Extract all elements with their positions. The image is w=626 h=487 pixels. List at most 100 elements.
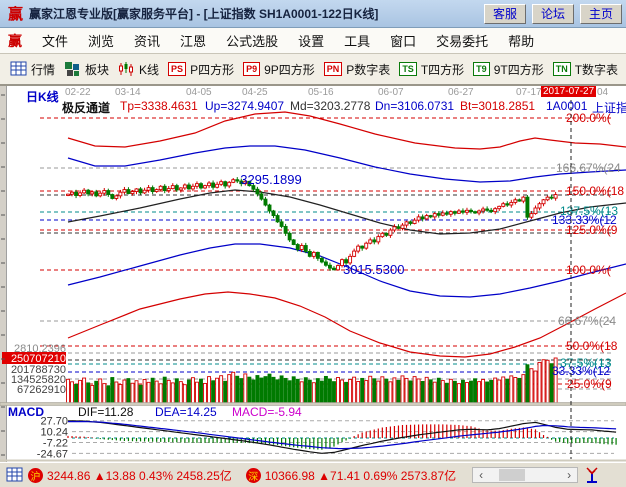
svg-text:-7.22: -7.22 — [43, 438, 68, 450]
tool-K线[interactable]: K线 — [118, 61, 159, 78]
channel-line-support — [67, 243, 626, 298]
date-tick: 07-17 — [516, 87, 542, 98]
svg-text:250707210: 250707210 — [11, 353, 66, 365]
channel-line-outer-resistance — [67, 111, 626, 150]
shanghai-index-quote: 3244.86 ▲13.88 0.43% 2458.25亿 — [47, 468, 232, 483]
window-title: 赢家江恩专业版[赢家服务平台] - [上证指数 SH1A0001-122日K线] — [29, 7, 379, 21]
date-tick: 05-16 — [308, 87, 334, 98]
menu-item-6[interactable]: 工具 — [344, 34, 371, 49]
customer-service-button[interactable]: 客服 — [484, 3, 526, 24]
symbol-name: 上证指 — [592, 101, 626, 115]
tool-行情[interactable]: 行情 — [10, 61, 55, 78]
indicator-name[interactable]: 极反通道 — [62, 101, 111, 115]
svg-text:133.33%(12: 133.33%(12 — [552, 213, 617, 227]
macd-dea-line — [68, 421, 617, 450]
badge-icon: T9 — [473, 62, 490, 76]
symbol-code: 1A0001 — [546, 99, 588, 113]
date-tick: 04-05 — [186, 87, 212, 98]
svg-text:25.0%(9: 25.0%(9 — [567, 377, 612, 391]
svg-text:33.33%(12: 33.33%(12 — [552, 364, 610, 378]
svg-text:50.0%(18: 50.0%(18 — [566, 339, 618, 353]
badge-icon: PN — [323, 62, 343, 76]
tool-T四方形[interactable]: TS T四方形 — [399, 61, 464, 78]
svg-text:166.67%(24: 166.67%(24 — [556, 161, 621, 175]
macd-pane-label[interactable]: MACD — [8, 405, 44, 419]
menu-item-9[interactable]: 帮助 — [508, 34, 535, 49]
svg-text:201788730: 201788730 — [11, 364, 66, 376]
current-date-highlight: 2017-07-27 — [541, 86, 597, 97]
svg-text:66.67%(24: 66.67%(24 — [558, 314, 616, 328]
svg-text:3295.1899: 3295.1899 — [240, 172, 301, 187]
date-tick: 06-07 — [378, 87, 404, 98]
horizontal-scrollbar[interactable]: ‹ › — [472, 467, 579, 483]
tool-9T四方形[interactable]: T9 9T四方形 — [473, 61, 544, 78]
status-bar: 沪 3244.86 ▲13.88 0.43% 2458.25亿 深 10366.… — [0, 462, 626, 487]
channel-line-life-line — [67, 189, 626, 235]
svg-text:150.0%(18: 150.0%(18 — [566, 184, 624, 198]
date-tick: 06-27 — [448, 87, 474, 98]
shenzhen-index-quote: 10366.98 ▲71.41 0.69% 2573.87亿 — [264, 468, 457, 483]
svg-text:3015.5300: 3015.5300 — [343, 262, 404, 277]
indicator-param: Tp=3338.4631 — [120, 99, 198, 113]
tool-9P四方形[interactable]: P9 9P四方形 — [243, 61, 315, 78]
menu-item-2[interactable]: 资讯 — [134, 34, 161, 49]
svg-text:125.0%(9: 125.0%(9 — [566, 223, 618, 237]
date-tick: 03-14 — [115, 87, 141, 98]
shanghai-icon: 沪 — [28, 467, 43, 483]
scroll-left-arrow[interactable]: ‹ — [479, 468, 484, 482]
svg-text:27.70: 27.70 — [40, 416, 68, 428]
menu-item-5[interactable]: 设置 — [298, 34, 325, 49]
date-suffix: 04 — [597, 87, 609, 98]
menu-item-4[interactable]: 公式选股 — [226, 34, 279, 49]
tool-P数字表[interactable]: PN P数字表 — [323, 61, 390, 78]
menu-bar: 赢 文件 浏览 资讯 江恩 公式选股 设置 工具 窗口 交易委托 帮助 — [0, 28, 626, 54]
macd-dea-value: DEA=14.25 — [155, 405, 217, 419]
badge-icon: P9 — [243, 62, 261, 76]
menu-logo-icon: 赢 — [8, 32, 22, 49]
home-button[interactable]: 主页 — [580, 3, 622, 24]
left-splitter-strip[interactable] — [0, 86, 7, 462]
macd-hist-value: MACD=-5.94 — [232, 405, 302, 419]
menu-item-8[interactable]: 交易委托 — [436, 34, 489, 49]
badge-icon: TS — [399, 62, 417, 76]
svg-text:100.0%(: 100.0%( — [566, 263, 611, 277]
menu-item-1[interactable]: 浏览 — [88, 34, 115, 49]
tool-T数字表[interactable]: TN T数字表 — [552, 61, 618, 78]
date-tick: 04-25 — [242, 87, 268, 98]
app-logo-icon: 赢 — [8, 6, 24, 23]
badge-icon: TN — [552, 62, 571, 76]
indicator-param: Md=3203.2778 — [290, 99, 371, 113]
menu-item-0[interactable]: 文件 — [42, 34, 69, 49]
svg-text:67262910: 67262910 — [17, 384, 66, 396]
badge-icon: PS — [168, 62, 187, 76]
titlebar-buttons: 客服 论坛 主页 — [484, 3, 622, 24]
svg-text:10.24: 10.24 — [40, 427, 68, 439]
menu-items: 文件 浏览 资讯 江恩 公式选股 设置 工具 窗口 交易委托 帮助 — [32, 28, 544, 53]
svg-text:137.5%(13: 137.5%(13 — [560, 204, 618, 218]
indicator-param: Bt=3018.2851 — [460, 99, 536, 113]
toolbar: 行情 板块 K线 PS P四方形 P9 9P四方形 PN P数字表 TS T四方形 T9 9T四方形 TN… — [0, 54, 626, 86]
title-bar: 赢 赢家江恩专业版[赢家服务平台] - [上证指数 SH1A0001-122日K… — [0, 0, 626, 28]
forum-button[interactable]: 论坛 — [532, 3, 574, 24]
macd-dif-line — [67, 420, 617, 454]
date-tick: 02-22 — [65, 87, 91, 98]
menu-item-3[interactable]: 江恩 — [180, 34, 207, 49]
svg-text:134525820: 134525820 — [11, 374, 66, 386]
indicator-param: Dn=3106.0731 — [375, 99, 455, 113]
channel-line-resistance — [67, 145, 626, 183]
kline-icon — [119, 62, 134, 76]
svg-text:37.5%(13: 37.5%(13 — [560, 356, 612, 370]
scrollbar-thumb[interactable] — [499, 469, 526, 481]
tool-板块[interactable]: 板块 — [64, 61, 109, 78]
menu-item-7[interactable]: 窗口 — [390, 34, 417, 49]
grid-icon — [10, 61, 27, 76]
period-label[interactable]: 日K线 — [26, 90, 59, 104]
network-antenna-icon — [586, 467, 598, 483]
tool-P四方形[interactable]: PS P四方形 — [168, 61, 234, 78]
quote-table-icon[interactable] — [6, 467, 24, 483]
svg-text:200.0%(: 200.0%( — [566, 111, 611, 125]
scroll-right-arrow[interactable]: › — [567, 468, 572, 482]
svg-text:-24.67: -24.67 — [37, 448, 68, 460]
shenzhen-icon: 深 — [245, 467, 261, 483]
